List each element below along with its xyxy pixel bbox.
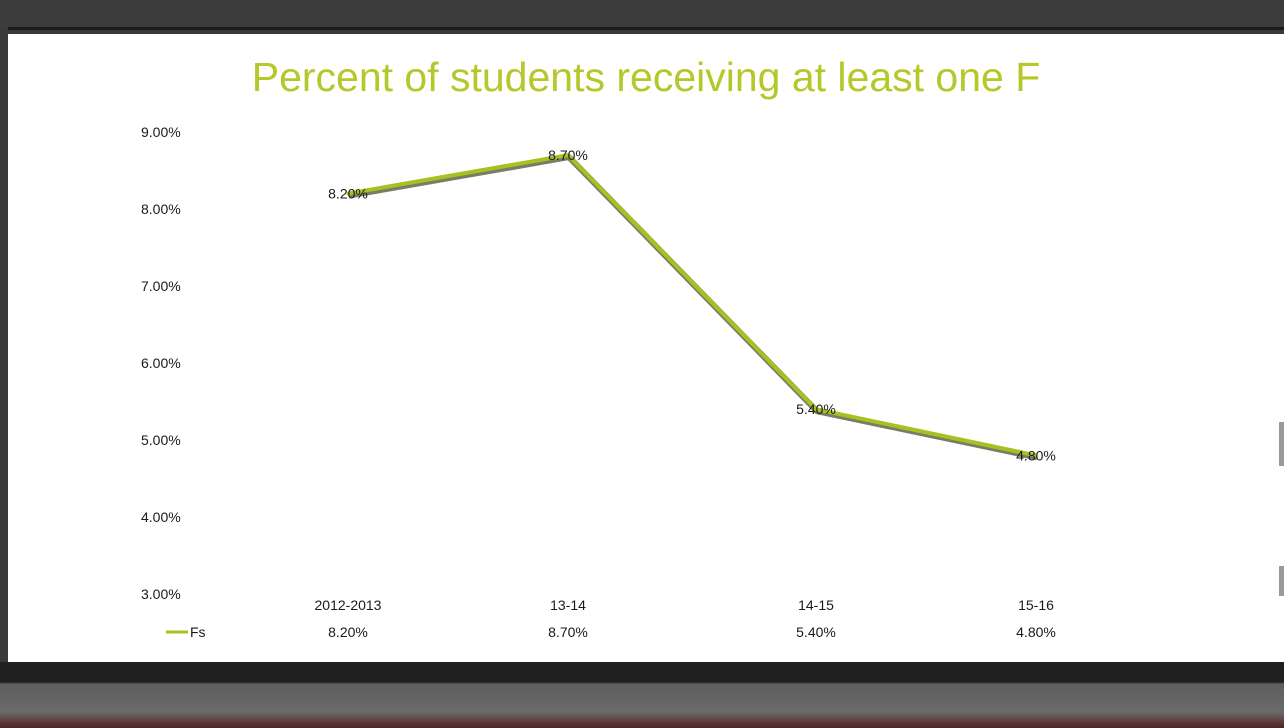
table-value: 8.70%: [548, 624, 588, 640]
series-line-shadow: [348, 154, 1038, 461]
category-label: 14-15: [798, 597, 834, 613]
line-chart: 3.00% 4.00% 5.00% 6.00% 7.00% 8.00% 9.00% 8.20%…: [141, 124, 1056, 640]
y-tick-label: 4.00%: [141, 509, 181, 525]
slide-canvas: Percent of students receiving at least o…: [8, 34, 1284, 662]
data-point: [566, 153, 570, 157]
chart-title: Percent of students receiving at least o…: [251, 54, 1041, 100]
y-tick-label: 7.00%: [141, 278, 181, 294]
y-tick-label: 6.00%: [141, 355, 181, 371]
top-frame-rule: [8, 27, 1284, 30]
table-value: 5.40%: [796, 624, 836, 640]
y-tick-label: 8.00%: [141, 201, 181, 217]
y-tick-label: 9.00%: [141, 124, 181, 140]
category-label: 2012-2013: [315, 597, 382, 613]
data-label: 5.40%: [796, 401, 836, 417]
category-label: 15-16: [1018, 597, 1054, 613]
legend-series-name: Fs: [190, 624, 206, 640]
table-value: 4.80%: [1016, 624, 1056, 640]
table-value: 8.20%: [328, 624, 368, 640]
data-label: 8.20%: [328, 186, 368, 202]
right-edge-mark-upper: [1279, 422, 1284, 466]
data-point: [346, 192, 350, 196]
right-edge-mark-lower: [1279, 566, 1284, 596]
data-label: 4.80%: [1016, 447, 1056, 463]
bottom-frame-bar: [0, 662, 1284, 728]
category-label: 13-14: [550, 597, 586, 613]
top-frame-bar: [0, 0, 1284, 30]
y-tick-label: 3.00%: [141, 586, 181, 602]
series-line-fs: [347, 153, 1037, 458]
data-label: 8.70%: [548, 147, 588, 163]
data-point: [1034, 453, 1038, 457]
data-point: [814, 407, 818, 411]
y-tick-label: 5.00%: [141, 432, 181, 448]
